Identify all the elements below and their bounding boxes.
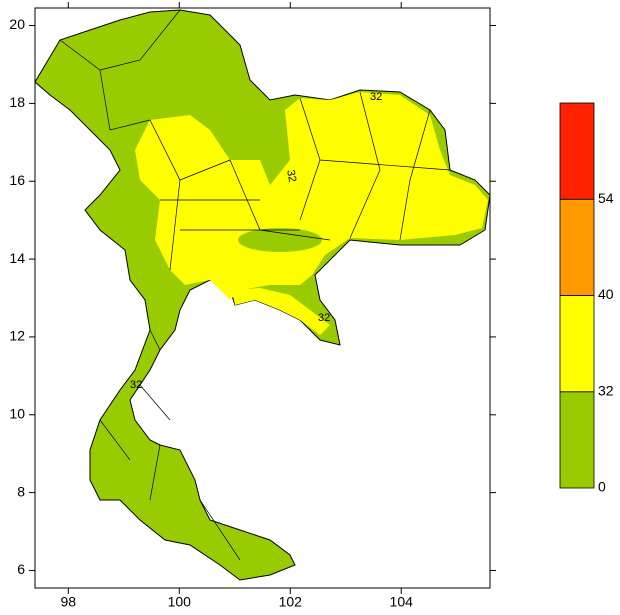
colorbar-segment bbox=[559, 391, 595, 489]
x-tick-label: 104 bbox=[390, 594, 414, 610]
colorbar-label: 32 bbox=[598, 382, 614, 398]
y-tick-label: 20 bbox=[9, 16, 25, 32]
colorbar-segment bbox=[559, 102, 595, 200]
y-tick-label: 16 bbox=[9, 172, 25, 188]
colorbar-segment bbox=[559, 295, 595, 393]
x-tick-label: 102 bbox=[279, 594, 303, 610]
region-yellow bbox=[135, 92, 488, 300]
contour-label: 32 bbox=[130, 379, 142, 391]
y-tick-label: 6 bbox=[17, 561, 25, 577]
x-tick-label: 100 bbox=[168, 594, 192, 610]
y-tick-label: 14 bbox=[9, 250, 25, 266]
region-green bbox=[238, 228, 322, 252]
colorbar-label: 54 bbox=[598, 190, 614, 206]
colorbar-segment bbox=[559, 198, 595, 296]
colorbar-label: 40 bbox=[598, 286, 614, 302]
contour-label: 32 bbox=[370, 91, 382, 103]
contour-label: 32 bbox=[318, 312, 330, 324]
provinces bbox=[59, 9, 451, 561]
colorbar-label: 0 bbox=[598, 479, 606, 495]
y-tick-label: 8 bbox=[17, 483, 25, 499]
x-tick-label: 98 bbox=[61, 594, 77, 610]
plot-frame bbox=[34, 7, 491, 589]
contour-label: 32 bbox=[284, 169, 298, 183]
y-tick-label: 12 bbox=[9, 328, 25, 344]
y-tick-label: 10 bbox=[9, 405, 25, 421]
map bbox=[34, 9, 491, 581]
y-tick-label: 18 bbox=[9, 94, 25, 110]
region-yellow bbox=[232, 288, 330, 335]
